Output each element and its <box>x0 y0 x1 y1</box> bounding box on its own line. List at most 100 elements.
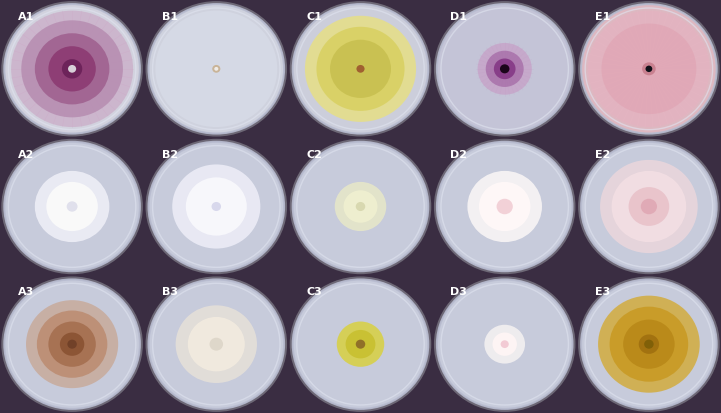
Ellipse shape <box>67 339 77 349</box>
Ellipse shape <box>293 142 428 271</box>
Ellipse shape <box>600 160 698 253</box>
Ellipse shape <box>46 182 98 231</box>
Text: A3: A3 <box>18 287 34 297</box>
Ellipse shape <box>437 280 572 409</box>
Ellipse shape <box>639 335 659 354</box>
Ellipse shape <box>644 339 654 349</box>
Ellipse shape <box>437 4 572 133</box>
Text: C2: C2 <box>306 150 322 160</box>
Ellipse shape <box>355 202 366 211</box>
Ellipse shape <box>609 306 689 382</box>
Text: A2: A2 <box>18 150 35 160</box>
Ellipse shape <box>598 296 699 393</box>
Ellipse shape <box>4 280 140 409</box>
Ellipse shape <box>500 64 510 74</box>
Text: D3: D3 <box>451 287 467 297</box>
Ellipse shape <box>437 142 572 271</box>
Ellipse shape <box>642 62 655 75</box>
Text: E2: E2 <box>595 150 610 160</box>
Ellipse shape <box>290 1 431 137</box>
Ellipse shape <box>434 1 575 137</box>
Ellipse shape <box>149 280 284 409</box>
Ellipse shape <box>578 1 720 137</box>
Ellipse shape <box>176 305 257 383</box>
Ellipse shape <box>335 182 386 231</box>
Ellipse shape <box>497 199 513 214</box>
Ellipse shape <box>317 27 404 111</box>
Ellipse shape <box>37 311 107 378</box>
Ellipse shape <box>581 280 717 409</box>
Ellipse shape <box>500 340 509 348</box>
Ellipse shape <box>581 4 717 133</box>
Ellipse shape <box>477 43 532 95</box>
Ellipse shape <box>293 4 428 133</box>
Ellipse shape <box>492 332 517 356</box>
Ellipse shape <box>337 321 384 367</box>
Ellipse shape <box>188 317 244 371</box>
Ellipse shape <box>588 11 710 127</box>
Ellipse shape <box>345 330 376 358</box>
Ellipse shape <box>1 139 143 274</box>
Ellipse shape <box>26 300 118 388</box>
Ellipse shape <box>214 67 218 71</box>
Ellipse shape <box>35 171 110 242</box>
Ellipse shape <box>629 187 669 226</box>
Ellipse shape <box>212 65 221 73</box>
Ellipse shape <box>48 321 96 367</box>
Text: E3: E3 <box>595 287 610 297</box>
Text: B2: B2 <box>162 150 178 160</box>
Ellipse shape <box>641 199 657 214</box>
Ellipse shape <box>330 40 391 98</box>
Text: C3: C3 <box>306 287 322 297</box>
Text: B1: B1 <box>162 12 178 22</box>
Ellipse shape <box>146 139 287 274</box>
Ellipse shape <box>22 20 123 117</box>
Ellipse shape <box>62 59 82 78</box>
Text: D2: D2 <box>451 150 467 160</box>
Ellipse shape <box>356 65 365 73</box>
Ellipse shape <box>146 1 287 137</box>
Ellipse shape <box>48 46 96 91</box>
Ellipse shape <box>578 276 720 412</box>
Ellipse shape <box>35 33 110 104</box>
Ellipse shape <box>581 142 717 271</box>
Ellipse shape <box>1 1 143 137</box>
Ellipse shape <box>494 59 516 79</box>
Ellipse shape <box>211 202 221 211</box>
Ellipse shape <box>344 190 378 223</box>
Ellipse shape <box>149 142 284 271</box>
Ellipse shape <box>645 66 653 72</box>
Ellipse shape <box>1 276 143 412</box>
Ellipse shape <box>293 280 428 409</box>
Text: C1: C1 <box>306 12 322 22</box>
Ellipse shape <box>66 201 78 212</box>
Ellipse shape <box>4 142 140 271</box>
Ellipse shape <box>172 164 260 249</box>
Ellipse shape <box>623 320 675 369</box>
Ellipse shape <box>146 276 287 412</box>
Ellipse shape <box>434 276 575 412</box>
Text: B3: B3 <box>162 287 178 297</box>
Ellipse shape <box>149 4 284 133</box>
Ellipse shape <box>305 16 416 122</box>
Ellipse shape <box>355 339 366 349</box>
Ellipse shape <box>155 11 278 127</box>
Text: E1: E1 <box>595 12 610 22</box>
Ellipse shape <box>290 276 431 412</box>
Ellipse shape <box>210 338 223 351</box>
Ellipse shape <box>4 4 140 133</box>
Ellipse shape <box>467 171 542 242</box>
Ellipse shape <box>486 51 523 87</box>
Text: D1: D1 <box>451 12 467 22</box>
Ellipse shape <box>578 139 720 274</box>
Ellipse shape <box>11 11 133 127</box>
Ellipse shape <box>290 139 431 274</box>
Ellipse shape <box>68 65 76 73</box>
Ellipse shape <box>434 139 575 274</box>
Text: A1: A1 <box>18 12 35 22</box>
Ellipse shape <box>485 325 525 363</box>
Ellipse shape <box>601 24 696 114</box>
Ellipse shape <box>479 182 531 231</box>
Ellipse shape <box>186 178 247 235</box>
Ellipse shape <box>611 171 686 242</box>
